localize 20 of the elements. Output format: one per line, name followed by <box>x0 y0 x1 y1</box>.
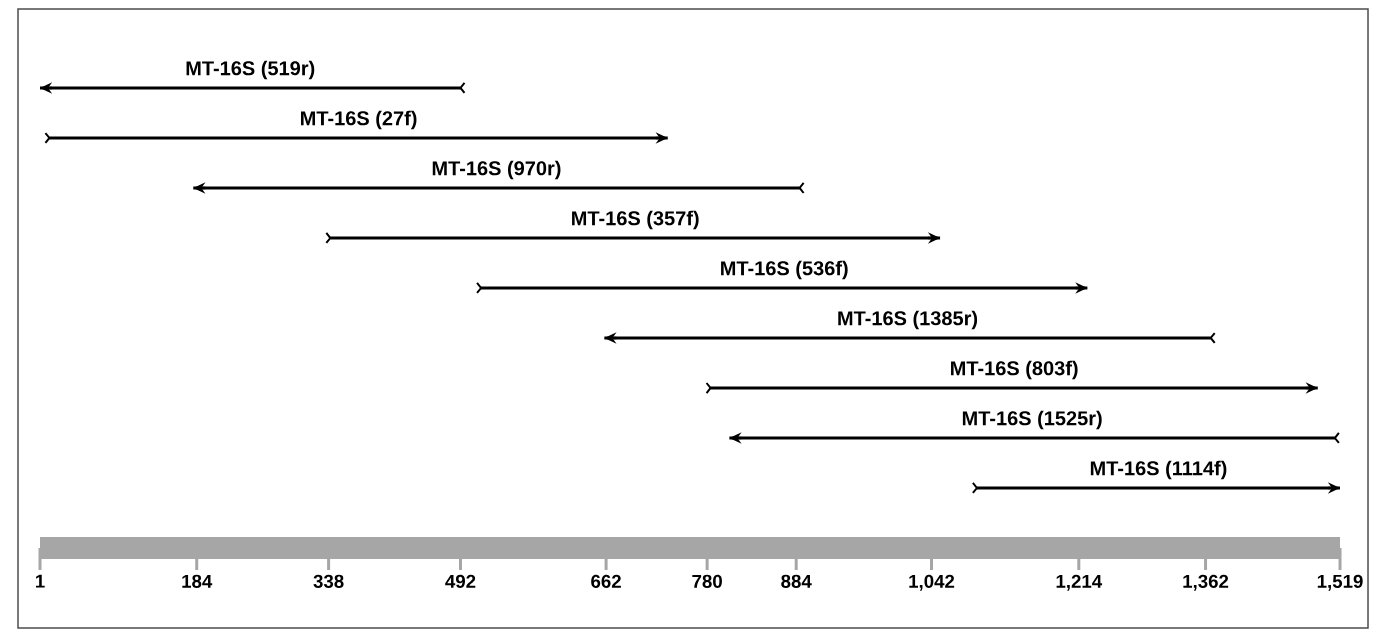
x-tick-label: 1,362 <box>1183 574 1229 591</box>
annotation: MT-16S (1525r) <box>962 410 1102 430</box>
x-tick-label: 780 <box>692 574 722 588</box>
annotation: MT-16S (1114f) <box>1090 460 1227 480</box>
x-tick-label: 884 <box>781 574 812 588</box>
annotation: MT-16S (803f) <box>951 360 1078 380</box>
x-tick-label: 662 <box>591 574 621 588</box>
x-tick-label: 338 <box>313 574 344 588</box>
x-tick-label: 492 <box>445 574 476 588</box>
x-tick-label: 184 <box>182 574 213 588</box>
annotation: MT-16S (536f) <box>721 260 848 280</box>
x-tick-label: 1,214 <box>1056 574 1103 591</box>
annotation: MT-16S (970r) <box>432 160 561 180</box>
annotation: MT-16S (27f) <box>301 110 417 130</box>
annotation: MT-16S (519r) <box>186 60 315 80</box>
x-tick-label: 1,042 <box>909 574 955 591</box>
annotation: MT-16S (1385r) <box>838 310 978 330</box>
x-tick-label: 1 <box>35 574 45 588</box>
annotation: MT-16S (357f) <box>572 210 699 230</box>
x-tick-label: 1,519 <box>1317 574 1363 591</box>
